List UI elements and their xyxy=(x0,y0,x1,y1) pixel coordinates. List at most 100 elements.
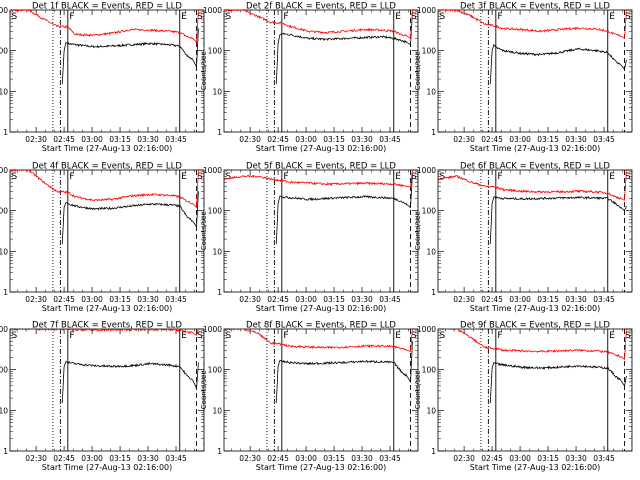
y-tick-label: 10 xyxy=(426,406,436,415)
marker-label: S xyxy=(440,172,446,182)
y-tick-label: 10 xyxy=(0,406,8,415)
series-events xyxy=(489,361,627,404)
y-tick-label: 100 xyxy=(422,47,437,56)
panel-title: Det 3f BLACK = Events, RED = LLD xyxy=(460,2,610,12)
series-events xyxy=(275,11,413,85)
x-tick-label: 03:00 xyxy=(81,295,103,304)
y-tick-label: 100 xyxy=(208,47,223,56)
panel-det-5f: Det 5f BLACK = Events, RED = LLD 1 10 100 10… xyxy=(200,162,419,313)
series-lld xyxy=(11,10,199,44)
y-tick-label: 100 xyxy=(0,207,8,216)
marker-label: E xyxy=(181,12,187,22)
plot-frame xyxy=(437,9,633,133)
x-tick-label: 03:00 xyxy=(509,454,531,463)
x-tick-label: 03:30 xyxy=(351,135,373,144)
panel-title: Det 4f BLACK = Events, RED = LLD xyxy=(32,162,182,172)
marker-label: F xyxy=(283,331,288,341)
marker-label: E xyxy=(395,12,401,22)
x-tick-label: 02:30 xyxy=(25,454,47,463)
marker-lines xyxy=(480,329,632,451)
x-tick-label: 03:45 xyxy=(165,454,187,463)
x-tick-label: 03:30 xyxy=(137,295,159,304)
x-tick-label: 02:30 xyxy=(25,135,47,144)
x-axis-label: Start Time (27-Aug-13 02:16:00) xyxy=(470,144,601,153)
x-tick-label: 02:30 xyxy=(453,135,475,144)
marker-label: S xyxy=(411,331,417,341)
series-group xyxy=(10,170,199,245)
y-axis-label: Counts/sec xyxy=(414,212,422,251)
marker-lines xyxy=(266,10,418,132)
panel-det-2f: Det 2f BLACK = Events, RED = LLD 1 10 100 10… xyxy=(200,2,419,153)
series-events xyxy=(489,195,627,245)
series-group xyxy=(224,10,413,85)
y-tick-label: 1 xyxy=(3,447,8,456)
y-tick-label: 100 xyxy=(422,366,437,375)
panel-title: Det 8f BLACK = Events, RED = LLD xyxy=(246,321,396,331)
y-tick-label: 1 xyxy=(431,128,436,137)
x-tick-label: 03:15 xyxy=(537,454,559,463)
panel-det-9f: Det 9f BLACK = Events, RED = LLD 1 10 100 10… xyxy=(414,321,633,472)
plot-frame xyxy=(437,328,633,452)
x-tick-label: 03:30 xyxy=(137,454,159,463)
marker-label: S xyxy=(625,331,631,341)
panel-det-8f: Det 8f BLACK = Events, RED = LLD 1 10 100 10… xyxy=(200,321,419,472)
panel-title: Det 1f BLACK = Events, RED = LLD xyxy=(32,2,182,12)
marker-label: E xyxy=(395,331,401,341)
y-tick-label: 1 xyxy=(3,128,8,137)
panel-det-7f: Det 7f BLACK = Events, RED = LLD 1 10 100 10… xyxy=(0,321,205,472)
series-lld xyxy=(438,170,627,201)
panel-title: Det 9f BLACK = Events, RED = LLD xyxy=(460,321,610,331)
y-tick-label: 100 xyxy=(0,47,8,56)
x-tick-label: 03:45 xyxy=(593,454,615,463)
series-events xyxy=(61,28,199,85)
y-tick-label: 1000 xyxy=(203,6,222,15)
x-tick-label: 03:00 xyxy=(509,295,531,304)
x-tick-label: 03:30 xyxy=(351,454,373,463)
y-tick-label: 1 xyxy=(217,447,222,456)
series-lld xyxy=(438,10,627,40)
x-tick-label: 03:15 xyxy=(323,454,345,463)
marker-label: F xyxy=(69,172,74,182)
y-tick-label: 1000 xyxy=(0,166,8,175)
y-tick-label: 1000 xyxy=(0,6,8,15)
x-tick-label: 02:45 xyxy=(267,135,289,144)
marker-label: S xyxy=(197,12,203,22)
y-tick-label: 1 xyxy=(3,288,8,297)
series-events xyxy=(61,360,199,404)
marker-label: S xyxy=(411,172,417,182)
x-tick-label: 03:00 xyxy=(295,135,317,144)
marker-label: E xyxy=(609,172,615,182)
y-tick-label: 100 xyxy=(422,207,437,216)
x-axis-label: Start Time (27-Aug-13 02:16:00) xyxy=(256,144,387,153)
x-tick-label: 03:00 xyxy=(81,454,103,463)
y-tick-label: 1 xyxy=(217,128,222,137)
marker-lines xyxy=(52,10,204,132)
x-tick-label: 02:30 xyxy=(453,454,475,463)
marker-label: E xyxy=(609,12,615,22)
series-events xyxy=(275,341,413,404)
x-tick-label: 02:45 xyxy=(267,454,289,463)
y-tick-label: 100 xyxy=(0,366,8,375)
y-tick-label: 100 xyxy=(208,207,223,216)
marker-label: E xyxy=(181,331,187,341)
x-tick-label: 03:45 xyxy=(379,135,401,144)
marker-label: S xyxy=(625,172,631,182)
marker-label: F xyxy=(283,12,288,22)
x-tick-label: 03:30 xyxy=(565,135,587,144)
y-axis-label: Counts/sec xyxy=(200,371,208,410)
marker-label: S xyxy=(12,12,18,22)
marker-label: F xyxy=(69,331,74,341)
panel-det-6f: Det 6f BLACK = Events, RED = LLD 1 10 100 10… xyxy=(414,162,633,313)
x-tick-label: 03:00 xyxy=(81,135,103,144)
plot-frame xyxy=(9,9,205,133)
series-lld xyxy=(10,170,199,209)
marker-label: F xyxy=(69,12,74,22)
y-tick-label: 10 xyxy=(426,87,436,96)
y-tick-label: 1000 xyxy=(203,325,222,334)
marker-label: E xyxy=(181,172,187,182)
marker-label: S xyxy=(12,331,18,341)
y-tick-label: 10 xyxy=(0,247,8,256)
marker-label: F xyxy=(497,331,502,341)
x-axis-label: Start Time (27-Aug-13 02:16:00) xyxy=(42,463,173,472)
